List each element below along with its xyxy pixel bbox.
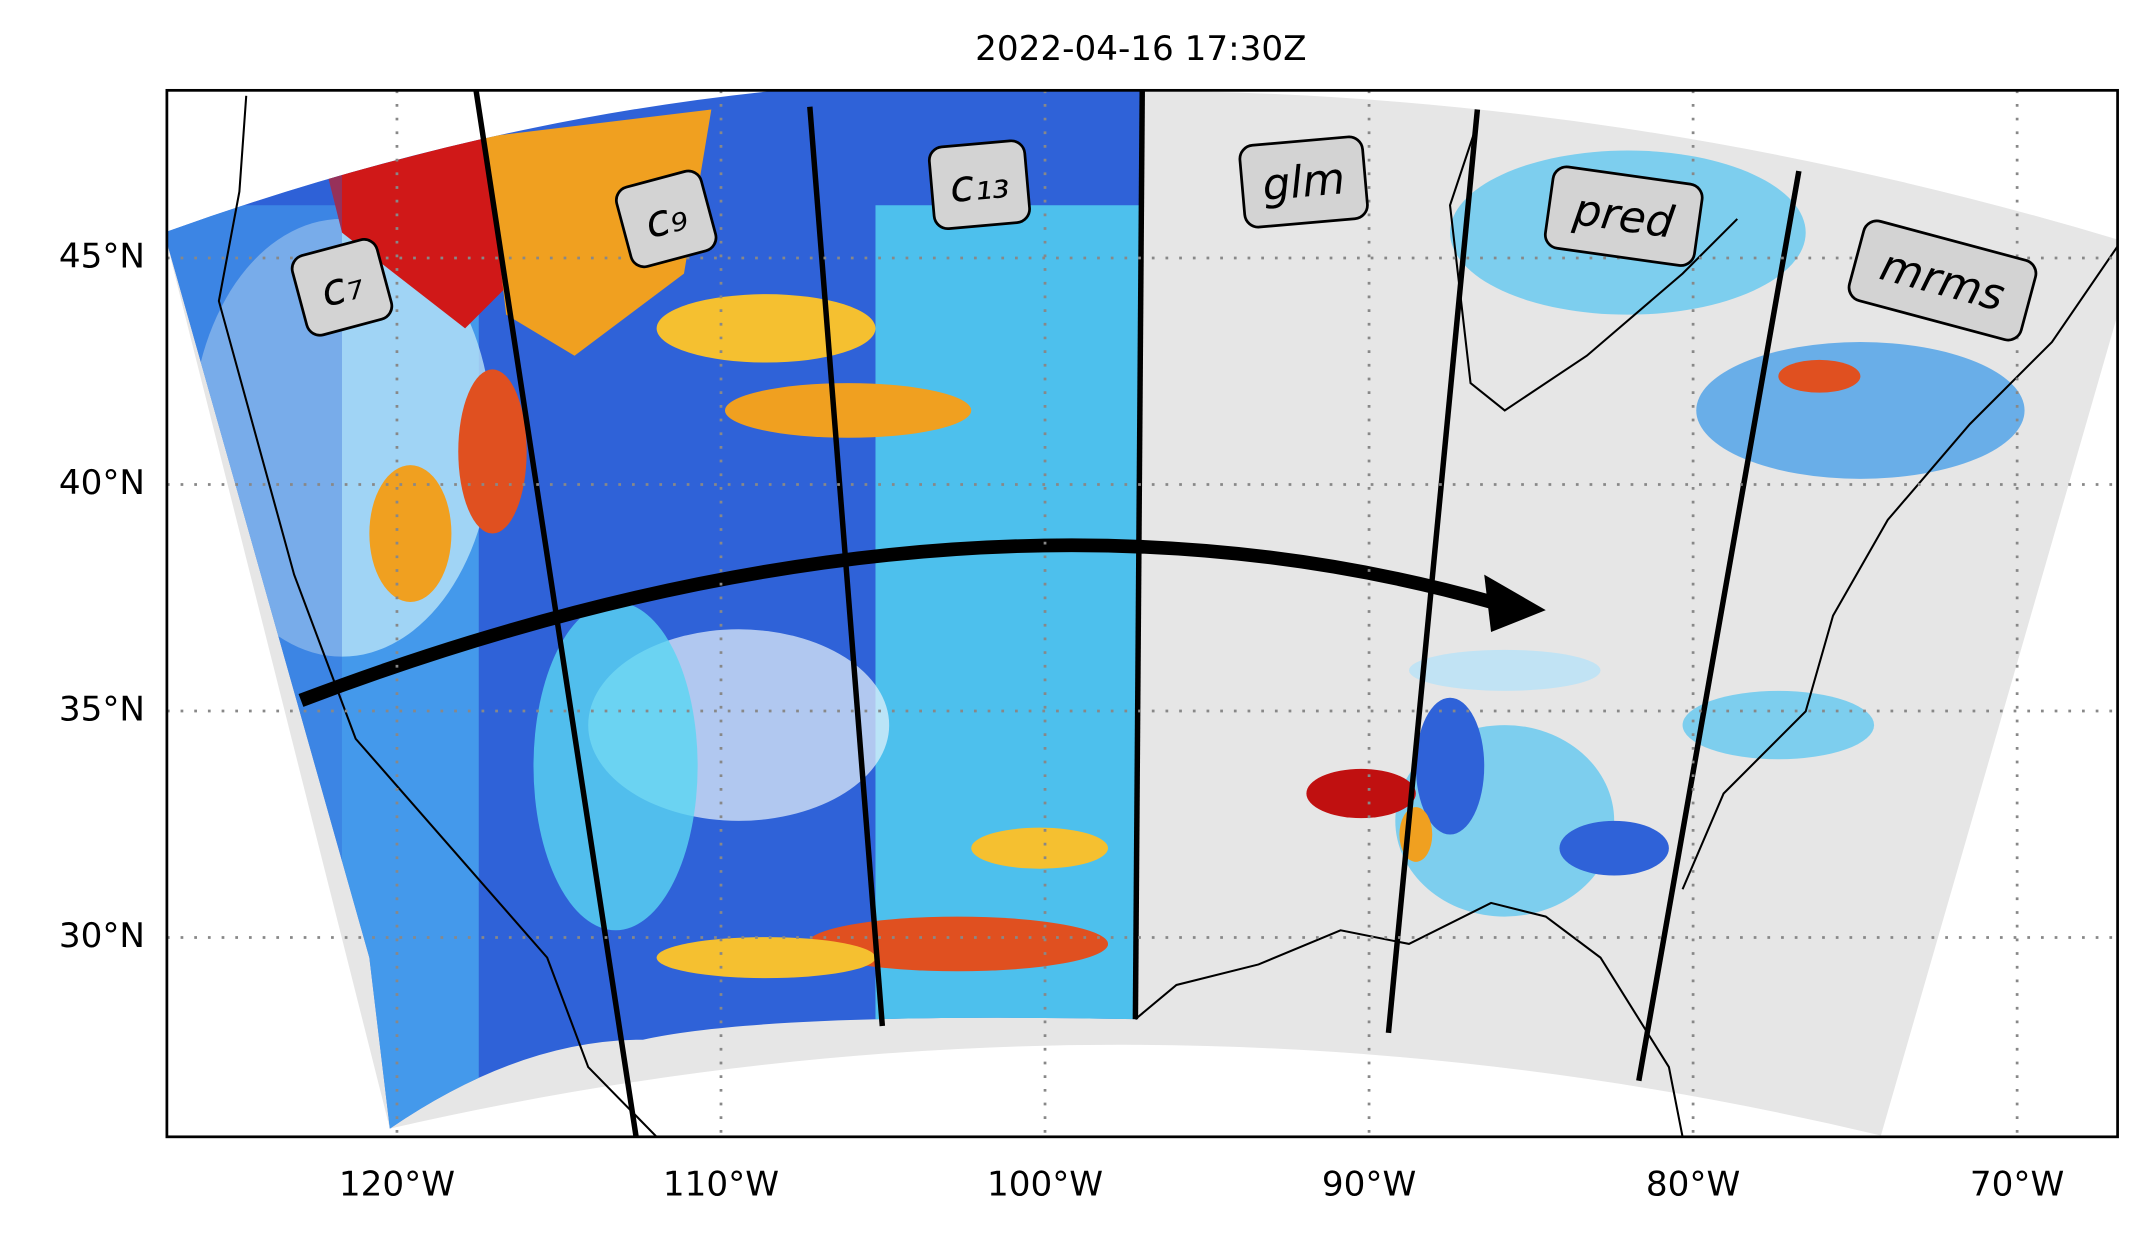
title: 2022-04-16 17:30Z [975,29,1307,69]
arrow [298,538,1493,707]
label-text: c₁₃ [948,157,1011,213]
y-tick-label: 40°N [59,463,145,503]
label-box [290,238,394,337]
x-tick-label: 110°W [663,1165,779,1205]
y-tick-label: 35°N [59,689,145,729]
label-box [1238,135,1369,229]
coastlines [217,95,2118,1137]
label-box [1543,165,1704,267]
panel-label: mrms [1847,219,2038,342]
panel-label: glm [1238,135,1369,229]
x-tick-label: 120°W [339,1165,455,1205]
map-area [166,90,2118,1137]
x-tick-label: 90°W [1322,1165,1416,1205]
label-box [927,139,1031,231]
panel-label: c₉ [614,169,718,269]
ticks: 120°W 110°W 100°W 90°W 80°W 70°W 30°N 35°N 40°N 4… [59,236,2065,1204]
label-box [1847,219,2038,342]
y-tick-label: 30°N [59,916,145,956]
y-tick-label: 45°N [59,236,145,276]
panel-labels: c₇ c₉ c₁₃ glm pred mrms [290,135,2038,342]
frame [165,88,2119,1139]
x-tick-label: 70°W [1970,1165,2064,1205]
label-text: glm [1260,153,1347,211]
arrow-head [1484,574,1546,633]
label-box [614,169,718,269]
panel-label: c₇ [290,238,394,337]
x-tick-label: 80°W [1646,1165,1740,1205]
x-tick-label: 100°W [987,1165,1103,1205]
panel-label: pred [1543,165,1704,267]
panel-label: c₁₃ [927,139,1031,231]
